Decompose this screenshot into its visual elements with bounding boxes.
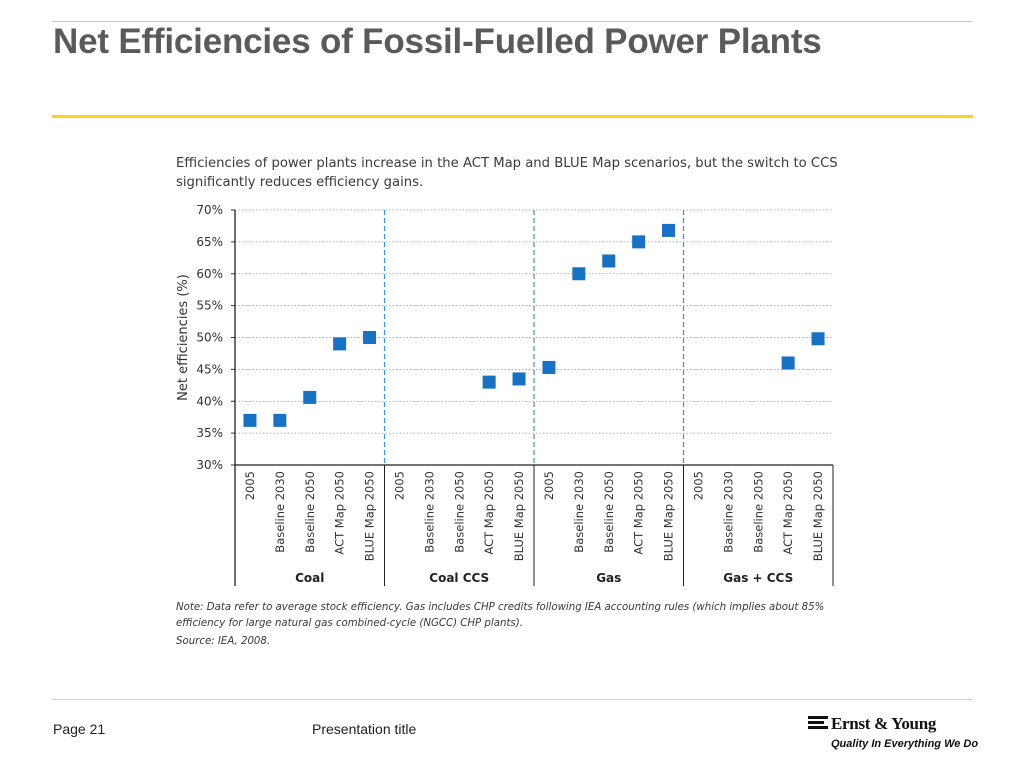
x-category-label: ACT Map 2050 <box>781 471 795 555</box>
data-point <box>273 413 287 427</box>
presentation-title: Presentation title <box>312 721 417 737</box>
efficiency-chart: 30% 35% 40% 45% 50% 55% 60% 65% 70% Net efficienc… <box>176 203 834 586</box>
data-point <box>243 413 257 427</box>
page-number: Page 21 <box>53 721 106 737</box>
bottom-rule <box>52 699 973 700</box>
data-point <box>363 331 377 344</box>
x-category-label: Baseline 2030 <box>422 471 436 553</box>
chart-note: Note: Data refer to average stock effici… <box>176 602 825 629</box>
chart-source: Source: IEA, 2008. <box>176 636 271 647</box>
data-point <box>333 337 347 351</box>
x-category-label: Baseline 2030 <box>721 471 735 553</box>
data-point <box>662 223 676 237</box>
chart-caption: Efficiencies of power plants increase in… <box>176 156 838 190</box>
data-point <box>811 332 825 346</box>
title-underline <box>52 115 973 118</box>
data-point <box>303 390 317 404</box>
data-point <box>781 356 795 370</box>
group-label: Coal <box>295 571 324 585</box>
ey-bars-icon <box>808 716 828 732</box>
y-tick-label: 65% <box>196 235 223 249</box>
x-category-label: BLUE Map 2050 <box>811 471 825 561</box>
logo-wordmark: Ernst & Young <box>831 714 937 733</box>
x-category-label: BLUE Map 2050 <box>512 471 526 561</box>
y-tick-label: 60% <box>196 267 223 281</box>
x-category-label: Baseline 2030 <box>572 471 586 553</box>
data-point <box>512 372 526 386</box>
x-category-label: ACT Map 2050 <box>333 471 347 555</box>
data-point <box>602 254 616 268</box>
top-rule <box>52 21 973 22</box>
x-category-label: ACT Map 2050 <box>632 471 646 555</box>
x-category-label: 2005 <box>542 471 556 500</box>
x-category-label: Baseline 2050 <box>751 471 765 553</box>
group-label: Gas + CCS <box>723 571 793 585</box>
data-point <box>632 235 646 249</box>
y-tick-label: 55% <box>196 299 223 313</box>
y-tick-label: 40% <box>196 394 223 408</box>
y-axis-label: Net efficiencies (%) <box>176 274 191 401</box>
x-category-label: Baseline 2030 <box>273 471 287 553</box>
x-category-label: ACT Map 2050 <box>482 471 496 555</box>
y-tick-label: 35% <box>196 426 223 440</box>
x-category-label: Baseline 2050 <box>303 471 317 553</box>
slide-title: Net Efficiencies of Fossil-Fuelled Power… <box>53 22 822 61</box>
x-category-label: BLUE Map 2050 <box>662 471 676 561</box>
group-label: Coal CCS <box>429 571 489 585</box>
x-category-label: 2005 <box>691 471 705 500</box>
y-tick-label: 30% <box>196 458 223 472</box>
x-category-label: 2005 <box>243 471 257 500</box>
y-tick-label: 50% <box>196 331 223 345</box>
x-category-label: 2005 <box>392 471 406 500</box>
logo-tagline: Quality In Everything We Do <box>831 738 979 750</box>
data-point <box>542 360 556 374</box>
data-point <box>482 375 496 389</box>
ernst-young-logo: Ernst & Young Quality In Everything We D… <box>808 714 978 756</box>
x-category-label: Baseline 2050 <box>602 471 616 553</box>
group-label: Gas <box>596 571 621 585</box>
x-category-label: BLUE Map 2050 <box>363 471 377 561</box>
y-tick-label: 70% <box>196 203 223 217</box>
x-category-label: Baseline 2050 <box>452 471 466 553</box>
y-tick-label: 45% <box>196 362 223 376</box>
data-point <box>572 267 586 281</box>
